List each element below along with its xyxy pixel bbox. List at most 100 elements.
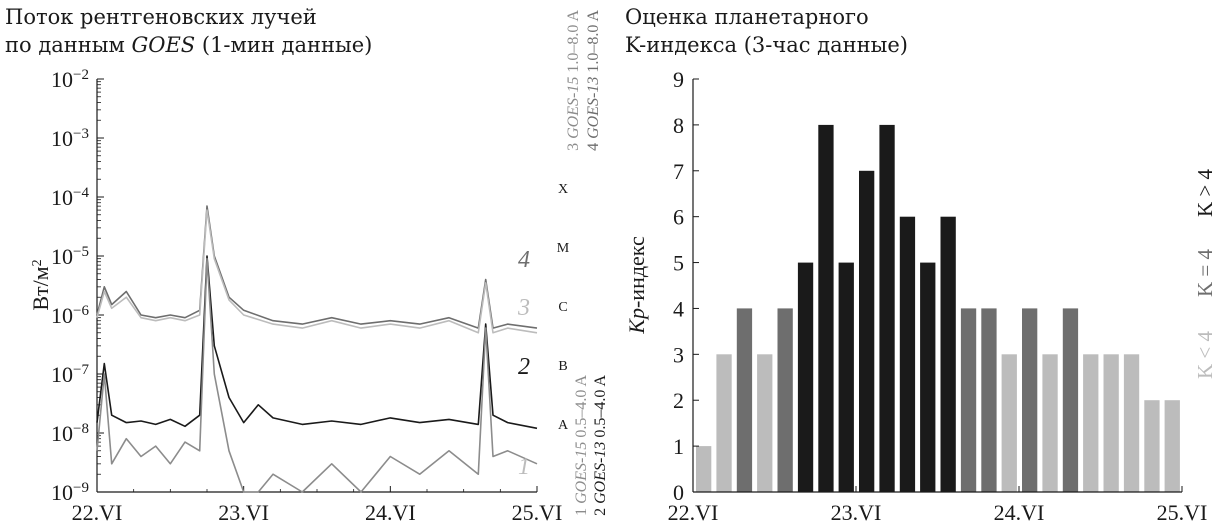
left-chart-title: Поток рентгеновских лучей по данным GOES… xyxy=(5,3,372,59)
legend-range: 1.0–8.0 A xyxy=(585,10,602,77)
left-y-tick-label: 10−6 xyxy=(51,303,89,328)
left-x-tick-label: 22.VI xyxy=(72,500,123,525)
left-y-tick-label: 10−9 xyxy=(51,480,89,505)
right-y-tick-label: 9 xyxy=(673,67,684,92)
kp-bar xyxy=(736,308,753,492)
kp-bar xyxy=(757,354,773,492)
right-y-tick-label: 2 xyxy=(673,388,684,413)
legend-satellite: GOES-13 xyxy=(592,442,609,504)
left-y-tick-exponent: −9 xyxy=(73,480,89,496)
left-y-tick-mantissa: 10 xyxy=(51,185,73,210)
legend-range: 1.0–8.0 A xyxy=(565,10,582,77)
left-y-tick-exponent: −2 xyxy=(73,67,89,83)
left-y-tick-label: 10−7 xyxy=(51,362,89,387)
left-y-tick-mantissa: 10 xyxy=(51,421,73,446)
legend-satellite: GOES-13 xyxy=(585,77,602,139)
left-y-label-sup: 2 xyxy=(30,259,45,266)
series-line-1 xyxy=(96,257,538,493)
kp-bar xyxy=(1164,400,1180,492)
right-y-label-rest: -индекс xyxy=(624,236,649,308)
left-y-axis-label: Вт/м2 xyxy=(28,259,53,310)
left-y-tick-exponent: −5 xyxy=(73,244,89,260)
flare-class-label-M: M xyxy=(557,241,570,256)
legend-number: 4 xyxy=(585,139,602,151)
left-y-tick-label: 10−5 xyxy=(51,244,89,269)
right-y-tick-label: 3 xyxy=(673,342,684,367)
right-y-tick-label: 6 xyxy=(673,205,684,230)
right-y-axis-label: Kp-индекс xyxy=(624,236,649,335)
left-title-prefix: по данным xyxy=(5,33,132,57)
legend-number: 2 xyxy=(592,504,609,516)
curve-number-1: 1 xyxy=(518,454,530,480)
right-x-tick-label: 23.VI xyxy=(831,500,882,525)
left-x-tick-label: 24.VI xyxy=(365,500,416,525)
kp-bar xyxy=(1083,354,1099,492)
kp-bar xyxy=(1022,308,1038,492)
kp-bar xyxy=(859,170,875,493)
kp-bar xyxy=(696,446,712,492)
legend-entry-1: 1 GOES-15 0.5–4.0 A xyxy=(573,375,590,516)
series-line-2 xyxy=(96,255,538,430)
right-x-tick-label: 24.VI xyxy=(994,500,1045,525)
legend-satellite: GOES-15 xyxy=(573,442,590,504)
left-y-tick-label: 10−3 xyxy=(51,126,89,151)
kp-bar xyxy=(1123,354,1140,492)
left-y-tick-label: 10−2 xyxy=(51,67,89,92)
kp-bar xyxy=(777,308,793,492)
right-chart-title: Оценка планетарного K-индекса (3-час дан… xyxy=(625,3,908,59)
flare-class-label-A: A xyxy=(558,418,569,433)
right-y-tick-label: 4 xyxy=(673,296,684,321)
k-legend-2: K = 4 xyxy=(1193,248,1217,297)
right-y-tick-label: 0 xyxy=(673,480,684,505)
kp-bar xyxy=(899,216,916,492)
left-y-tick-exponent: −4 xyxy=(73,185,89,201)
series-line-3 xyxy=(96,209,538,334)
right-title-line1: Оценка планетарного xyxy=(625,5,869,29)
legend-entry-4: 4 GOES-13 1.0–8.0 A xyxy=(585,10,602,151)
flare-class-label-C: C xyxy=(558,300,567,315)
flare-class-label-X: X xyxy=(558,182,568,197)
legend-entry-3: 3 GOES-15 1.0–8.0 A xyxy=(565,10,582,151)
kp-bar xyxy=(797,262,814,492)
curve-number-3: 3 xyxy=(517,295,530,321)
series-line-4 xyxy=(96,205,538,329)
left-y-tick-mantissa: 10 xyxy=(51,480,73,505)
left-y-tick-label: 10−4 xyxy=(51,185,89,210)
kp-bar xyxy=(1042,354,1058,492)
left-title-satellite: GOES xyxy=(131,33,196,57)
left-y-tick-mantissa: 10 xyxy=(51,244,73,269)
kp-bar xyxy=(960,308,977,492)
right-y-label-italic: Kp xyxy=(624,308,649,335)
kp-bar xyxy=(879,124,895,493)
kp-bar xyxy=(1001,354,1017,492)
kp-bar xyxy=(1062,308,1079,492)
left-y-tick-exponent: −6 xyxy=(73,303,89,319)
legend-range: 0.5–4.0 A xyxy=(573,375,590,442)
left-title-line2: по данным GOES (1-мин данные) xyxy=(5,31,372,59)
legend-number: 1 xyxy=(573,504,590,516)
right-y-tick-label: 7 xyxy=(673,159,684,184)
kp-bar xyxy=(716,354,732,492)
kp-bar xyxy=(838,262,854,492)
kp-bar xyxy=(818,124,834,493)
left-y-tick-label: 10−8 xyxy=(51,421,89,446)
k-legend-3: K > 4 xyxy=(1193,168,1217,217)
kp-bar xyxy=(920,262,936,492)
kp-bar xyxy=(981,308,997,492)
left-y-tick-mantissa: 10 xyxy=(51,362,73,387)
left-y-tick-mantissa: 10 xyxy=(51,126,73,151)
kp-bar xyxy=(940,216,956,492)
legend-number: 3 xyxy=(565,139,582,151)
kp-bar xyxy=(1144,400,1160,492)
left-y-tick-exponent: −7 xyxy=(73,362,89,378)
kp-bar xyxy=(1103,354,1119,492)
left-y-tick-mantissa: 10 xyxy=(51,67,73,92)
left-x-tick-label: 25.VI xyxy=(512,500,563,525)
k-legend-1: K < 4 xyxy=(1193,330,1217,379)
curve-number-2: 2 xyxy=(518,354,530,380)
legend-range: 0.5–4.0 A xyxy=(592,375,609,442)
right-title-line2: K-индекса (3-час данные) xyxy=(625,33,908,57)
legend-satellite: GOES-15 xyxy=(565,77,582,139)
left-y-tick-mantissa: 10 xyxy=(51,303,73,328)
